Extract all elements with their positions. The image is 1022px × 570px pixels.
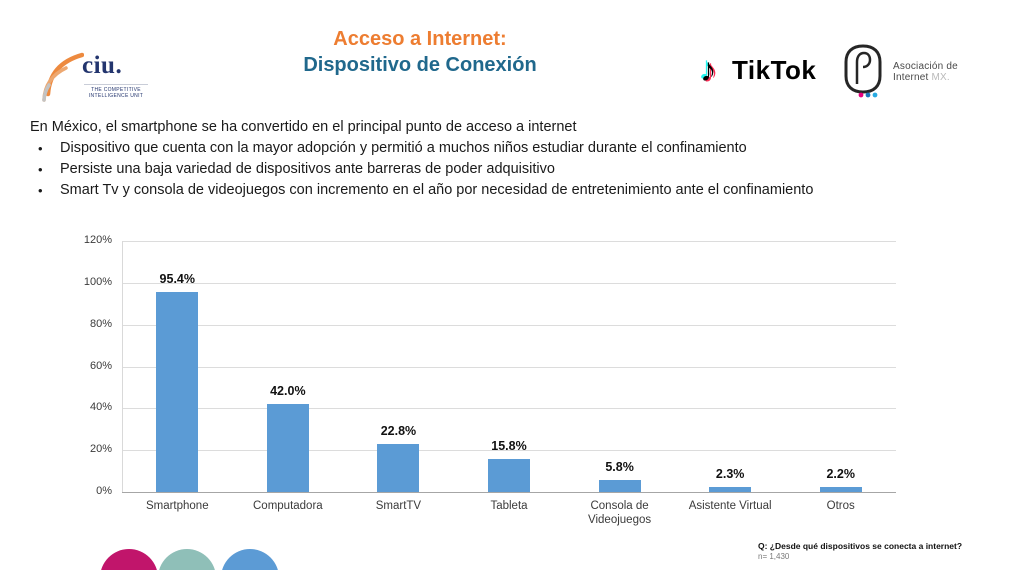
- gridline: [122, 408, 896, 410]
- y-tick-label: 40%: [89, 401, 112, 414]
- ciu-subtitle: THE COMPETITIVE INTELLIGENCE UNIT: [84, 84, 148, 99]
- tiktok-wordmark: TikTok: [732, 54, 817, 85]
- aimx-mark-icon: [844, 44, 882, 98]
- category-label: Consola de Videojuegos: [588, 500, 652, 526]
- footnote-question: Q: ¿Desde qué dispositivos se conecta a …: [758, 541, 963, 551]
- page-title-line2: Dispositivo de Conexión: [303, 54, 537, 76]
- bullet-text: Persiste una baja variedad de dispositiv…: [60, 161, 555, 177]
- ciu-wordmark: ciu.: [82, 52, 123, 79]
- footnote-sample-size: n= 1,430: [758, 552, 790, 561]
- intro-lead: En México, el smartphone se ha convertid…: [30, 119, 577, 135]
- decor-circle: [158, 549, 216, 570]
- aimx-wordmark: Asociación de Internet MX.: [893, 60, 958, 84]
- bar-value-label: 42.0%: [270, 384, 306, 399]
- chart-bar: [819, 487, 862, 492]
- chart-bar: [488, 458, 530, 492]
- chart-bar: [598, 479, 641, 492]
- decor-circle: [221, 549, 279, 570]
- bar-value-label: 95.4%: [159, 272, 195, 287]
- y-tick-label: 60%: [89, 359, 112, 372]
- category-label: Otros: [826, 500, 855, 512]
- bullet-dot: •: [38, 162, 43, 177]
- y-tick-label: 120%: [83, 234, 112, 246]
- bar-value-label: 2.3%: [715, 467, 745, 482]
- y-axis-line: [122, 241, 123, 492]
- intro-block: En México, el smartphone se ha convertid…: [30, 117, 990, 201]
- tiktok-note-icon: ♪ ♪ ♪: [698, 49, 719, 89]
- aimx-logo: Asociación de Internet MX.: [843, 44, 958, 100]
- y-tick-label: 80%: [89, 317, 112, 330]
- bullet-text: Dispositivo que cuenta con la mayor adop…: [60, 140, 747, 156]
- ciu-logo: ciu. THE COMPETITIVE INTELLIGENCE UNIT: [42, 44, 152, 102]
- gridline: [122, 450, 896, 452]
- chart-bar: [156, 292, 199, 492]
- decor-circle: [100, 549, 158, 570]
- bar-value-label: 2.2%: [826, 467, 855, 482]
- y-tick-label: 20%: [89, 443, 112, 456]
- bar-value-label: 5.8%: [605, 459, 634, 474]
- category-label: Asistente Virtual: [688, 500, 772, 512]
- y-tick-label: 0%: [96, 485, 112, 497]
- bullet-dot: •: [38, 183, 43, 198]
- bullet-item: • Persiste una baja variedad de disposit…: [30, 159, 990, 180]
- bullet-item: • Smart Tv y consola de videojuegos con …: [30, 180, 990, 201]
- bar-value-label: 22.8%: [380, 424, 417, 439]
- category-label: Smartphone: [145, 500, 209, 512]
- page-title: Acceso a Internet: Dispositivo de Conexi…: [240, 26, 600, 78]
- y-tick-label: 100%: [83, 275, 112, 288]
- category-label: Tableta: [490, 500, 528, 512]
- tiktok-logo: ♪ ♪ ♪ TikTok: [698, 49, 817, 89]
- gridline: [122, 366, 896, 368]
- category-label: SmartTV: [375, 500, 422, 512]
- category-label: Computadora: [253, 500, 323, 512]
- chart-bar: [709, 487, 752, 492]
- ciu-arcs-icon: [42, 52, 84, 102]
- chart-bar: [266, 404, 309, 492]
- chart-bar: [377, 444, 420, 492]
- bullet-item: • Dispositivo que cuenta con la mayor ad…: [30, 138, 990, 159]
- x-axis-line: [122, 492, 896, 493]
- gridline: [122, 324, 896, 326]
- bullet-dot: •: [38, 141, 43, 156]
- page-title-line1: Acceso a Internet:: [333, 28, 507, 50]
- gridline: [122, 241, 896, 242]
- footnote: Q: ¿Desde qué dispositivos se conecta a …: [758, 541, 998, 561]
- gridline: [122, 282, 896, 284]
- bullet-text: Smart Tv y consola de videojuegos con in…: [60, 182, 814, 198]
- bar-value-label: 15.8%: [491, 438, 527, 453]
